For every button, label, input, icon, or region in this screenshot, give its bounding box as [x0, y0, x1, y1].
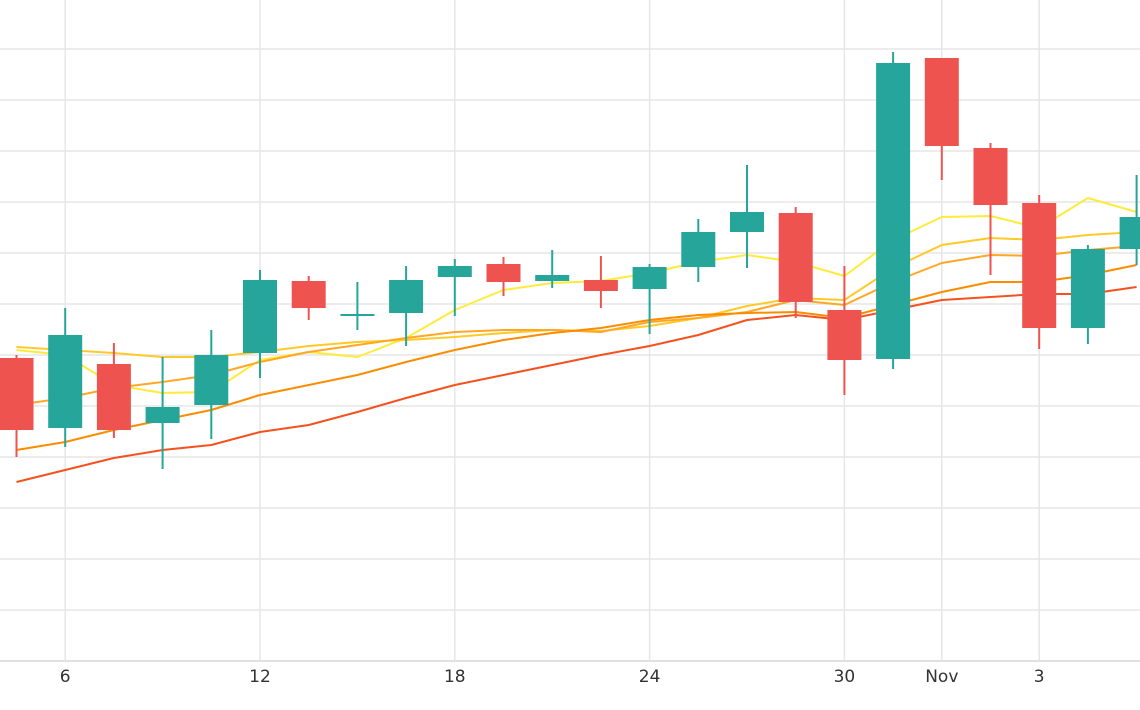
candle-body: [340, 314, 375, 316]
x-tick-label: Nov: [925, 667, 958, 687]
candle-body: [876, 63, 911, 359]
candle-body: [48, 335, 83, 428]
candle-body: [583, 280, 618, 291]
candle-body: [778, 213, 813, 302]
candle-body: [535, 275, 570, 281]
candle-body: [681, 232, 716, 267]
candle-body: [243, 280, 277, 353]
moving-average-line: [16, 286, 1137, 483]
x-tick-label: 6: [60, 667, 71, 687]
candle-body: [924, 58, 959, 146]
moving-average-line: [16, 264, 1137, 451]
candle-body: [437, 266, 472, 277]
x-tick-label: 30: [834, 667, 856, 687]
candle-body: [632, 267, 667, 289]
candle-body: [194, 355, 229, 405]
x-tick-label: 24: [639, 667, 661, 687]
x-tick-label: 3: [1034, 667, 1045, 687]
candle-body: [1119, 217, 1140, 249]
candle-body: [486, 264, 521, 282]
candle-body: [0, 358, 34, 430]
candle-body: [827, 310, 862, 360]
candle-body: [389, 280, 424, 313]
candle-body: [730, 212, 764, 232]
candle-body: [973, 148, 1008, 205]
x-axis: 6 12 18 24 30 Nov 3: [60, 667, 1045, 687]
candle-body: [1022, 203, 1057, 328]
x-tick-label: 12: [249, 667, 271, 687]
moving-average-line: [16, 197, 1137, 394]
candle-body: [96, 364, 131, 430]
candle-body: [291, 281, 326, 308]
candles: [0, 52, 1140, 469]
moving-averages: [16, 197, 1137, 483]
x-tick-label: 18: [444, 667, 466, 687]
candle-body: [1070, 249, 1105, 328]
moving-average-line: [16, 231, 1137, 358]
moving-average-line: [16, 245, 1137, 406]
candle-body: [145, 407, 180, 423]
